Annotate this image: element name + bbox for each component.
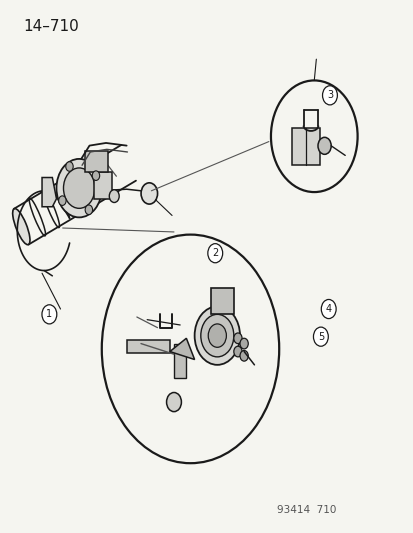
Polygon shape xyxy=(42,177,56,207)
Circle shape xyxy=(59,196,66,205)
Circle shape xyxy=(320,300,335,319)
Text: 14–710: 14–710 xyxy=(23,19,79,34)
Circle shape xyxy=(233,333,242,344)
Text: 93414  710: 93414 710 xyxy=(276,505,336,515)
Polygon shape xyxy=(93,172,112,199)
FancyBboxPatch shape xyxy=(85,151,108,172)
Circle shape xyxy=(240,338,248,349)
FancyBboxPatch shape xyxy=(211,288,233,314)
Text: 5: 5 xyxy=(317,332,323,342)
Circle shape xyxy=(313,327,328,346)
Circle shape xyxy=(92,171,100,181)
Circle shape xyxy=(317,138,330,155)
Text: 3: 3 xyxy=(326,90,332,100)
Text: 1: 1 xyxy=(46,309,52,319)
Circle shape xyxy=(42,305,57,324)
Circle shape xyxy=(63,168,95,208)
Circle shape xyxy=(102,235,278,463)
Circle shape xyxy=(233,346,242,357)
Circle shape xyxy=(141,183,157,204)
Circle shape xyxy=(109,190,119,203)
Circle shape xyxy=(208,324,226,348)
FancyBboxPatch shape xyxy=(173,344,186,378)
FancyBboxPatch shape xyxy=(126,340,169,353)
Circle shape xyxy=(270,80,357,192)
Circle shape xyxy=(322,86,337,105)
Circle shape xyxy=(207,244,222,263)
Polygon shape xyxy=(169,338,194,360)
Circle shape xyxy=(240,351,248,361)
Ellipse shape xyxy=(13,208,30,245)
Text: 2: 2 xyxy=(211,248,218,258)
Circle shape xyxy=(85,205,93,215)
Circle shape xyxy=(56,159,102,217)
Circle shape xyxy=(166,392,181,411)
Circle shape xyxy=(200,314,233,357)
FancyBboxPatch shape xyxy=(291,128,320,165)
Text: 4: 4 xyxy=(325,304,331,314)
Circle shape xyxy=(66,161,73,171)
Circle shape xyxy=(194,306,240,365)
